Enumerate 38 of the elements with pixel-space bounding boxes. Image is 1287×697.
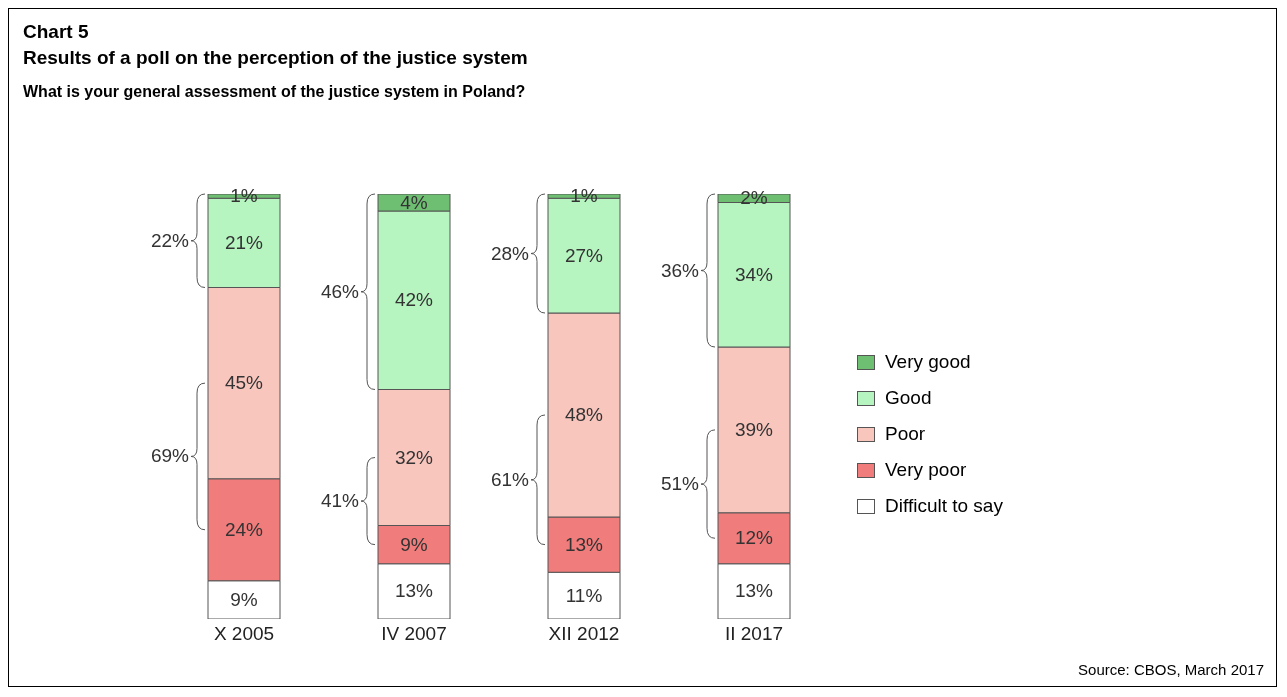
chart-subtitle: Results of a poll on the perception of the justice system [23,47,528,69]
data-label: 9% [230,588,258,610]
data-label: 21% [224,231,264,253]
annotation: 51% [660,473,700,495]
legend-label: Difficult to say [885,495,1003,517]
x-tick-label: XII 2012 [548,623,620,645]
x-tick-label: IV 2007 [381,623,447,645]
data-label: 27% [564,244,604,266]
data-label: 45% [224,372,264,394]
data-label: 9% [400,533,428,555]
data-label: 34% [734,263,774,285]
legend-label: Very good [885,351,971,373]
data-label: 13% [734,580,774,602]
annotation: 28% [490,242,530,264]
legend-label: Very poor [885,459,967,481]
chart-title: Chart 5 [23,21,89,43]
annotation: 22% [150,229,190,251]
data-label: 13% [564,533,604,555]
data-label: 11% [565,584,603,606]
text: What is your general assessment of the justice system in Poland? [23,83,526,101]
data-label: 4% [400,191,428,213]
annotation: 69% [150,445,190,467]
data-label: 13% [394,580,434,602]
x-tick-label: II 2017 [724,623,784,645]
legend-label: Poor [885,423,926,445]
x-tick-label: X 2005 [213,623,275,645]
data-label: 12% [734,527,774,549]
data-label: 32% [394,446,434,468]
data-label: 39% [734,418,774,440]
annotation: 36% [660,259,700,281]
legend-label: Good [885,387,932,409]
data-label: 42% [394,289,434,311]
data-label: 48% [564,404,604,425]
annotation: 41% [320,490,360,512]
annotation: 61% [490,468,530,490]
data-label: 24% [224,518,264,540]
source-note: Source: CBOS, March 2017 [1078,661,1264,678]
annotation: 46% [320,280,360,302]
